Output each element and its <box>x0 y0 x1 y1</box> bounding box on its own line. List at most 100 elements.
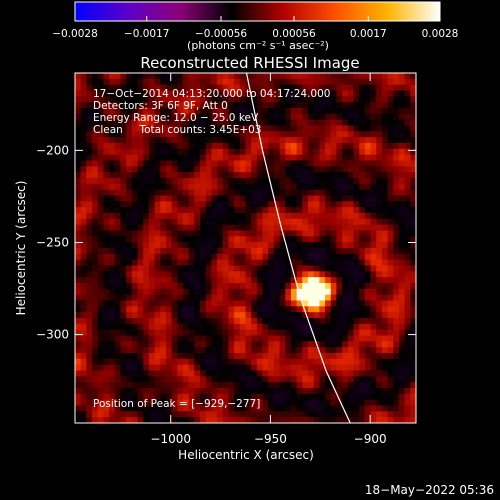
heatmap-cell <box>148 236 156 243</box>
heatmap-cell <box>387 113 394 121</box>
heatmap-cell <box>268 248 275 255</box>
heatmap-cell <box>273 143 281 150</box>
heatmap-cell <box>381 399 389 407</box>
heatmap-cell <box>92 166 99 173</box>
heatmap-cell <box>359 393 366 401</box>
heatmap-cell <box>268 230 275 237</box>
heatmap-cell <box>376 119 383 127</box>
heatmap-cell <box>347 271 355 278</box>
heatmap-cell <box>268 271 275 278</box>
heatmap-cell <box>114 358 122 366</box>
heatmap-cell <box>103 172 110 179</box>
heatmap-cell <box>154 230 161 237</box>
heatmap-cell <box>245 143 252 150</box>
heatmap-cell <box>313 318 320 325</box>
heatmap-cell <box>256 393 264 401</box>
heatmap-cell <box>393 96 400 103</box>
heatmap-cell <box>177 201 184 208</box>
heatmap-cell <box>171 125 178 132</box>
heatmap-cell <box>262 265 269 272</box>
heatmap-cell <box>239 78 247 86</box>
heatmap-cell <box>234 183 241 191</box>
heatmap-cell <box>262 405 269 412</box>
heatmap-cell <box>381 189 389 197</box>
heatmap-cell <box>86 78 93 86</box>
heatmap-cell <box>245 166 252 173</box>
heatmap-cell <box>308 312 315 319</box>
heatmap-cell <box>245 160 252 167</box>
heatmap-cell <box>137 172 144 179</box>
heatmap-cell <box>273 259 281 267</box>
heatmap-cell <box>222 195 230 202</box>
heatmap-cell <box>342 102 349 109</box>
heatmap-cell <box>75 405 82 412</box>
heatmap-cell <box>285 242 292 249</box>
heatmap-cell <box>217 405 224 412</box>
colorbar <box>74 1 441 22</box>
heatmap-cell <box>217 90 224 97</box>
heatmap-cell <box>92 213 99 220</box>
heatmap-cell <box>171 253 178 261</box>
heatmap-cell <box>160 166 167 173</box>
heatmap-cell <box>114 78 122 86</box>
heatmap-cell <box>228 143 235 150</box>
heatmap-cell <box>148 405 156 412</box>
heatmap-cell <box>285 108 292 115</box>
heatmap-cell <box>268 288 275 296</box>
heatmap-cell <box>398 242 406 249</box>
heatmap-cell <box>200 131 207 138</box>
heatmap-cell <box>262 108 269 115</box>
heatmap-cell <box>308 148 315 156</box>
heatmap-cell <box>97 236 105 243</box>
heatmap-cell <box>211 259 218 267</box>
heatmap-cell <box>285 230 292 237</box>
heatmap-cell <box>75 84 82 92</box>
heatmap-cell <box>313 277 320 284</box>
heatmap-cell <box>126 353 133 360</box>
heatmap-cell <box>410 236 416 243</box>
heatmap-cell <box>410 96 416 103</box>
heatmap-cell <box>239 417 247 423</box>
heatmap-cell <box>376 382 383 389</box>
heatmap-cell <box>160 119 167 127</box>
heatmap-cell <box>177 259 184 267</box>
heatmap-cell <box>302 364 309 372</box>
heatmap-cell <box>92 329 99 337</box>
heatmap-cell <box>80 417 87 423</box>
heatmap-cell <box>171 318 178 325</box>
heatmap-cell <box>251 137 258 144</box>
heatmap-cell <box>290 224 298 232</box>
heatmap-cell <box>97 370 105 377</box>
heatmap-cell <box>302 172 309 179</box>
heatmap-cell <box>103 84 110 92</box>
heatmap-cell <box>97 259 105 267</box>
heatmap-cell <box>154 154 161 162</box>
heatmap-cell <box>92 318 99 325</box>
heatmap-cell <box>171 323 178 331</box>
heatmap-cell <box>217 312 224 319</box>
heatmap-cell <box>131 283 139 290</box>
heatmap-cell <box>353 148 360 156</box>
heatmap-cell <box>398 405 406 412</box>
heatmap-cell <box>160 90 167 97</box>
heatmap-cell <box>182 283 190 290</box>
heatmap-cell <box>330 253 338 261</box>
heatmap-cell <box>364 108 372 115</box>
heatmap-cell <box>387 96 394 103</box>
heatmap-cell <box>114 213 122 220</box>
heatmap-cell <box>353 393 360 401</box>
heatmap-cell <box>171 417 178 423</box>
heatmap-cell <box>92 195 99 202</box>
heatmap-cell <box>296 347 303 354</box>
heatmap-cell <box>126 172 133 179</box>
heatmap-cell <box>256 236 264 243</box>
heatmap-cell <box>228 411 235 418</box>
heatmap-cell <box>126 119 133 127</box>
heatmap-cell <box>245 248 252 255</box>
heatmap-cell <box>80 218 87 226</box>
heatmap-cell <box>103 131 110 138</box>
heatmap-cell <box>336 189 343 197</box>
heatmap-cell <box>319 131 326 138</box>
heatmap-cell <box>177 148 184 156</box>
heatmap-cell <box>342 148 349 156</box>
